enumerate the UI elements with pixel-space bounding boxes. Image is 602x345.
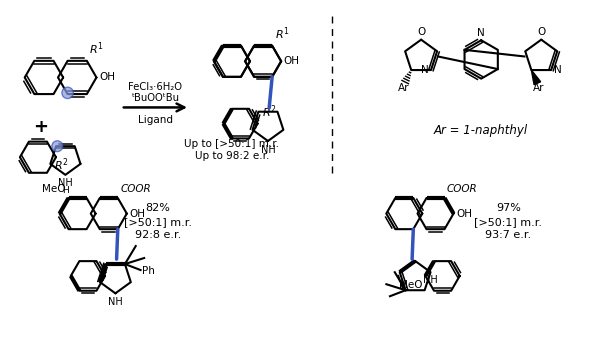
Text: O: O (537, 27, 545, 37)
Text: $R^2$: $R^2$ (54, 157, 69, 174)
Text: [>50:1] m.r.: [>50:1] m.r. (124, 217, 192, 227)
Text: $R^2$: $R^2$ (262, 104, 277, 120)
Text: OH: OH (99, 72, 116, 82)
Text: ᵗBuOOᵗBu: ᵗBuOOᵗBu (131, 93, 179, 103)
Ellipse shape (52, 141, 63, 151)
Text: +: + (34, 118, 48, 136)
Text: 93:7 e.r.: 93:7 e.r. (485, 230, 532, 240)
Text: N: N (553, 65, 561, 75)
Text: COOR: COOR (447, 184, 477, 194)
Text: 97%: 97% (496, 204, 521, 214)
Text: N: N (477, 28, 485, 38)
Text: COOR: COOR (120, 184, 151, 194)
Text: Ph: Ph (141, 266, 155, 276)
Text: Up to [>50:1] m.r.: Up to [>50:1] m.r. (184, 139, 279, 149)
Text: NH: NH (58, 178, 73, 188)
Text: Ar: Ar (533, 83, 544, 93)
Text: $R^1$: $R^1$ (275, 26, 290, 42)
Text: NH: NH (108, 297, 123, 307)
Text: Ligand: Ligand (138, 115, 173, 125)
Text: NH: NH (261, 145, 275, 155)
Ellipse shape (62, 87, 73, 99)
Text: Ar: Ar (399, 83, 410, 93)
Polygon shape (532, 70, 541, 85)
Text: OH: OH (284, 56, 300, 66)
Text: MeO: MeO (42, 184, 66, 194)
Text: 92:8 e.r.: 92:8 e.r. (135, 230, 181, 240)
Text: OH: OH (129, 209, 145, 219)
Text: MeO: MeO (399, 279, 423, 289)
Text: Up to 98:2 e.r.: Up to 98:2 e.r. (194, 151, 269, 161)
Text: OH: OH (456, 209, 472, 219)
Text: Ar = 1-naphthyl: Ar = 1-naphthyl (434, 124, 528, 137)
Text: 82%: 82% (146, 204, 170, 214)
Text: N: N (421, 65, 429, 75)
Text: [>50:1] m.r.: [>50:1] m.r. (474, 217, 542, 227)
Text: O: O (417, 27, 425, 37)
Text: $R^1$: $R^1$ (89, 40, 104, 57)
Text: H: H (62, 186, 69, 195)
Text: NH: NH (423, 275, 438, 285)
Text: FeCl₃·6H₂O: FeCl₃·6H₂O (128, 82, 182, 92)
